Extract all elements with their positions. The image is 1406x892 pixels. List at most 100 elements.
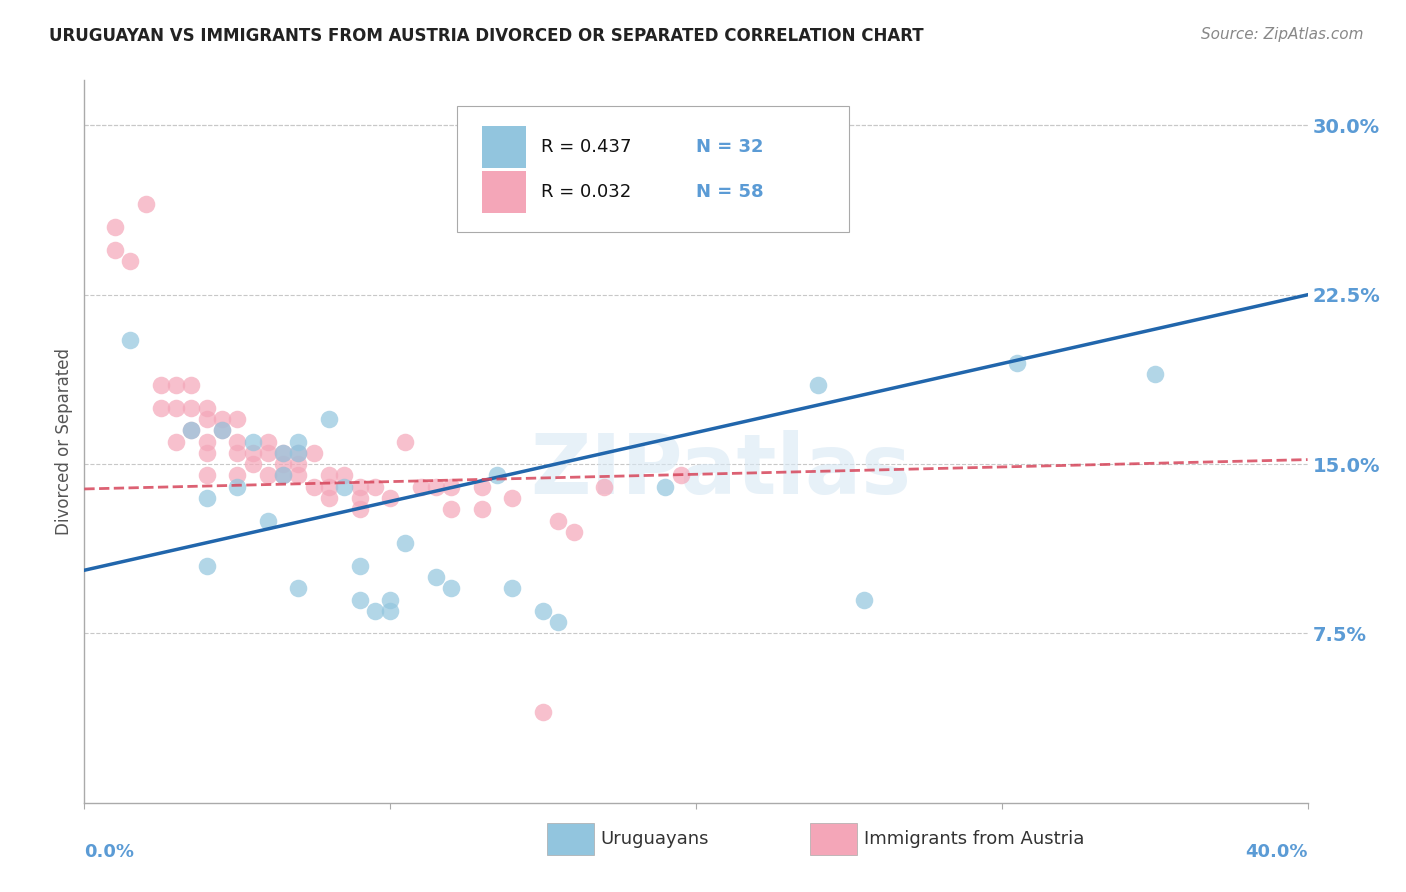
Point — [302, 446, 325, 460]
Point — [440, 502, 463, 516]
FancyBboxPatch shape — [482, 126, 526, 169]
Point — [195, 412, 218, 426]
Point — [271, 446, 294, 460]
Point — [195, 434, 218, 449]
Point — [271, 457, 294, 471]
Point — [271, 468, 294, 483]
Point — [226, 434, 249, 449]
Point — [242, 446, 264, 460]
Point — [531, 706, 554, 720]
Point — [302, 480, 325, 494]
Text: ZIPatlas: ZIPatlas — [530, 430, 911, 511]
Point — [471, 502, 494, 516]
Point — [120, 333, 142, 347]
Point — [226, 468, 249, 483]
Point — [180, 423, 202, 437]
Point — [380, 491, 402, 505]
Point — [364, 480, 387, 494]
FancyBboxPatch shape — [547, 823, 595, 855]
Point — [409, 480, 432, 494]
Text: URUGUAYAN VS IMMIGRANTS FROM AUSTRIA DIVORCED OR SEPARATED CORRELATION CHART: URUGUAYAN VS IMMIGRANTS FROM AUSTRIA DIV… — [49, 27, 924, 45]
Point — [349, 480, 371, 494]
Point — [318, 412, 340, 426]
Point — [425, 570, 447, 584]
Point — [180, 401, 202, 415]
Text: 0.0%: 0.0% — [84, 843, 135, 861]
Point — [287, 446, 309, 460]
Point — [853, 592, 876, 607]
Point — [394, 434, 416, 449]
Point — [180, 423, 202, 437]
Point — [195, 401, 218, 415]
Point — [380, 604, 402, 618]
Point — [502, 491, 524, 505]
Point — [394, 536, 416, 550]
Point — [287, 468, 309, 483]
Text: 40.0%: 40.0% — [1246, 843, 1308, 861]
Point — [333, 480, 356, 494]
Point — [257, 468, 280, 483]
Point — [807, 378, 830, 392]
Point — [242, 457, 264, 471]
Point — [271, 446, 294, 460]
Point — [104, 220, 127, 235]
Point — [180, 378, 202, 392]
Text: Source: ZipAtlas.com: Source: ZipAtlas.com — [1201, 27, 1364, 42]
Point — [195, 446, 218, 460]
Point — [195, 491, 218, 505]
Point — [1143, 367, 1166, 381]
FancyBboxPatch shape — [810, 823, 858, 855]
Point — [349, 592, 371, 607]
Point — [1005, 355, 1028, 369]
Text: R = 0.437: R = 0.437 — [541, 138, 631, 156]
Point — [195, 558, 218, 573]
Text: Uruguayans: Uruguayans — [600, 830, 709, 848]
Point — [654, 480, 676, 494]
Point — [547, 514, 569, 528]
Point — [165, 378, 187, 392]
Point — [593, 480, 616, 494]
Point — [211, 423, 233, 437]
Point — [287, 446, 309, 460]
Point — [242, 434, 264, 449]
Point — [349, 502, 371, 516]
Point — [165, 401, 187, 415]
Point — [380, 592, 402, 607]
Point — [318, 468, 340, 483]
Point — [502, 582, 524, 596]
Point — [333, 468, 356, 483]
Point — [226, 480, 249, 494]
Point — [257, 514, 280, 528]
Point — [440, 582, 463, 596]
Point — [669, 468, 692, 483]
Point — [104, 243, 127, 257]
Point — [531, 604, 554, 618]
Point — [471, 480, 494, 494]
Point — [318, 480, 340, 494]
FancyBboxPatch shape — [482, 170, 526, 213]
Point — [149, 378, 172, 392]
Point — [440, 480, 463, 494]
Point — [486, 468, 509, 483]
Point — [226, 412, 249, 426]
Point — [120, 253, 142, 268]
Point — [211, 423, 233, 437]
Point — [547, 615, 569, 630]
Point — [195, 468, 218, 483]
Point — [211, 412, 233, 426]
FancyBboxPatch shape — [457, 105, 849, 232]
Point — [165, 434, 187, 449]
Point — [257, 446, 280, 460]
Text: N = 32: N = 32 — [696, 138, 763, 156]
Point — [271, 468, 294, 483]
Point — [349, 558, 371, 573]
Point — [318, 491, 340, 505]
Text: N = 58: N = 58 — [696, 183, 763, 201]
Point — [349, 491, 371, 505]
Y-axis label: Divorced or Separated: Divorced or Separated — [55, 348, 73, 535]
Text: R = 0.032: R = 0.032 — [541, 183, 631, 201]
Point — [149, 401, 172, 415]
Point — [287, 434, 309, 449]
Point — [135, 197, 157, 211]
Point — [257, 434, 280, 449]
